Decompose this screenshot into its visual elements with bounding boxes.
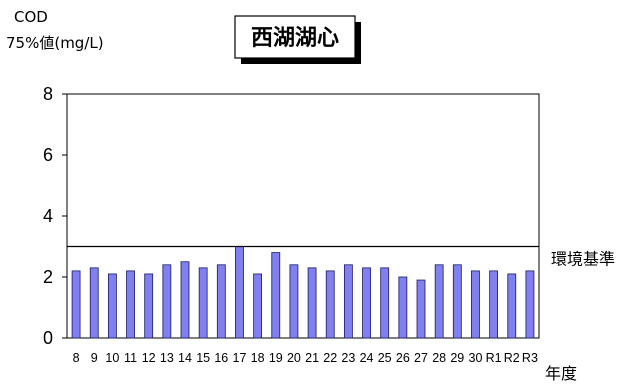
bar: [307, 267, 317, 339]
x-tick-label: R2: [504, 351, 520, 365]
x-tick-label: 28: [432, 351, 446, 365]
x-tick-label: 21: [305, 351, 319, 365]
bar: [126, 270, 135, 339]
x-tick-label: 10: [105, 351, 119, 365]
y-axis: 0 2 4 6 8: [43, 84, 67, 348]
y-tick-label: 6: [43, 145, 53, 165]
bar: [471, 270, 480, 339]
x-tick-label: 16: [214, 351, 228, 365]
bar: [452, 264, 462, 339]
bar: [198, 267, 208, 339]
bar: [235, 246, 244, 339]
reference-line-label: 環境基準: [551, 250, 615, 269]
bars: [71, 246, 535, 339]
x-tick-label: 29: [450, 351, 464, 365]
bar: [398, 276, 408, 339]
bar: [107, 273, 117, 339]
x-tick-label: R1: [486, 351, 502, 365]
bar: [362, 267, 371, 339]
x-tick-label: 12: [142, 351, 156, 365]
bar: [144, 273, 154, 339]
x-tick-label: 14: [178, 351, 192, 365]
y-tick-label: 2: [43, 267, 53, 287]
bar: [216, 264, 226, 339]
bar: [89, 267, 99, 339]
x-axis-label: 年度: [545, 364, 577, 383]
x-tick-label: 8: [73, 351, 80, 365]
x-tick-label: 26: [396, 351, 410, 365]
y-tick-label: 4: [43, 206, 53, 226]
x-tick-label: 23: [341, 351, 355, 365]
bar: [289, 264, 299, 339]
bar: [434, 264, 444, 339]
y-tick-label: 0: [43, 328, 53, 348]
x-tick-label: 24: [360, 351, 374, 365]
bar: [325, 270, 335, 339]
y-axis-label-line2: 75%値(mg/L): [6, 34, 104, 52]
x-tick-label: 19: [269, 351, 283, 365]
bar: [343, 264, 353, 339]
x-tick-label: 20: [287, 351, 301, 365]
bar: [71, 270, 81, 339]
bar: [416, 279, 426, 339]
bar: [525, 270, 535, 339]
bar: [271, 252, 281, 339]
plot-frame: [66, 93, 540, 339]
x-tick-label: 25: [378, 351, 392, 365]
x-tick-label: 17: [233, 351, 247, 365]
x-tick-label: 13: [160, 351, 174, 365]
x-tick-label: 9: [91, 351, 98, 365]
y-tick-label: 8: [43, 84, 53, 104]
title-box: [234, 15, 356, 59]
bar: [507, 273, 517, 339]
bar: [380, 267, 390, 339]
bar: [162, 264, 172, 339]
x-tick-label: 18: [251, 351, 265, 365]
x-axis: 8 9 10 11 12 13 14 15 16 17 18 19 20 21 22 23 24 25 26 27 28…: [73, 351, 538, 365]
x-tick-label: 30: [469, 351, 483, 365]
x-tick-label: 22: [323, 351, 337, 365]
chart-title: 西湖湖心: [251, 26, 339, 51]
bar: [489, 270, 499, 339]
x-tick-label: 15: [196, 351, 210, 365]
x-tick-label: 27: [414, 351, 428, 365]
bar: [180, 261, 190, 339]
x-tick-label: 11: [124, 351, 137, 365]
y-axis-label-line1: COD: [14, 8, 48, 26]
bar: [253, 273, 263, 339]
x-tick-label: R3: [522, 351, 538, 365]
